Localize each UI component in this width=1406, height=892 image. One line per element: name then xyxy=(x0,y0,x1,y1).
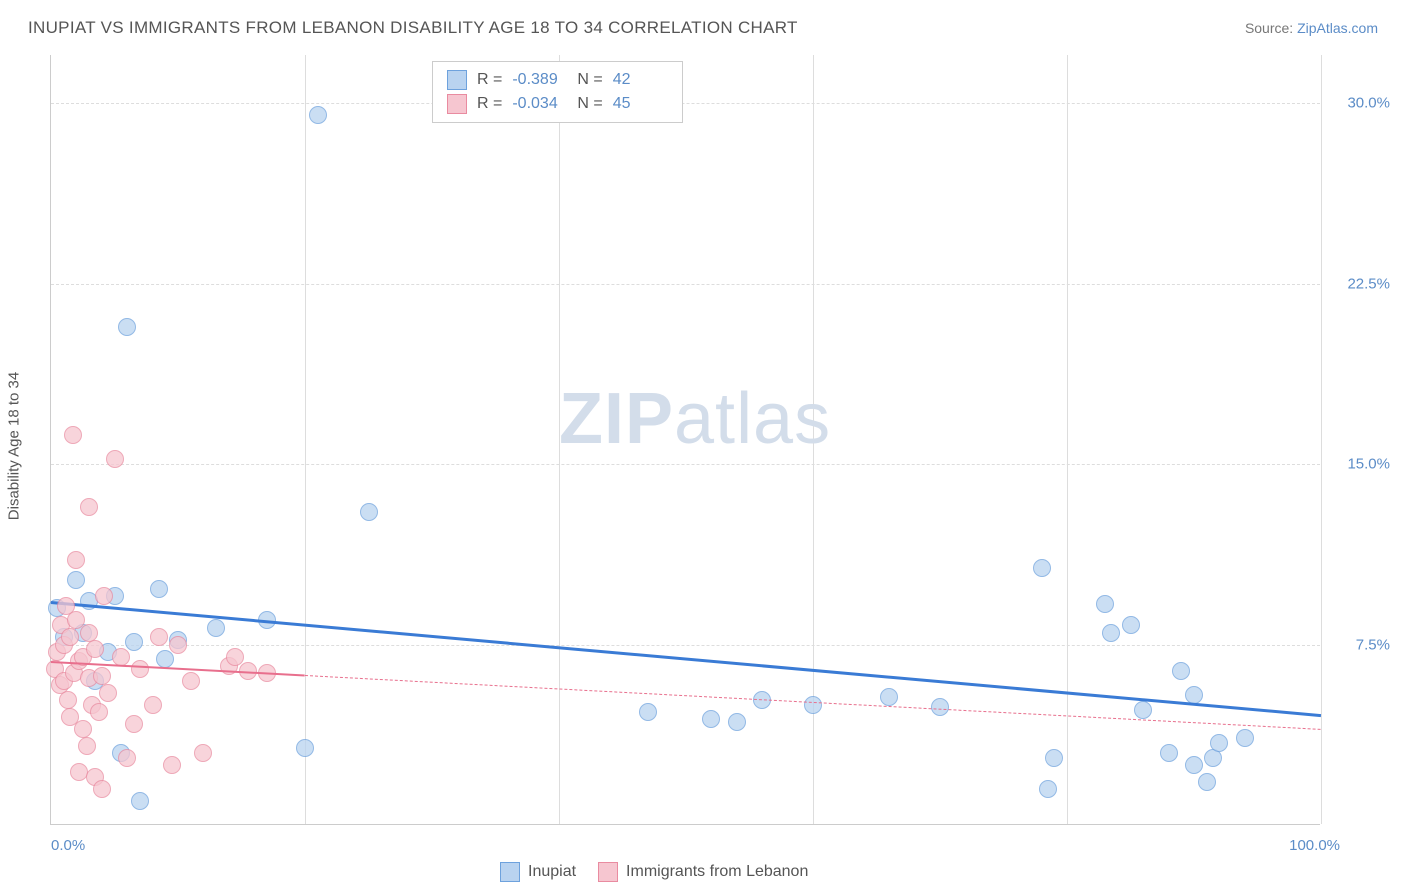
data-point xyxy=(78,737,96,755)
data-point xyxy=(1102,624,1120,642)
data-point xyxy=(182,672,200,690)
data-point xyxy=(1198,773,1216,791)
series-swatch xyxy=(447,70,467,90)
data-point xyxy=(1122,616,1140,634)
data-point xyxy=(64,426,82,444)
data-point xyxy=(67,551,85,569)
data-point xyxy=(309,106,327,124)
n-label: N = xyxy=(577,68,602,92)
data-point xyxy=(194,744,212,762)
data-point xyxy=(1160,744,1178,762)
data-point xyxy=(1096,595,1114,613)
data-point xyxy=(59,691,77,709)
data-point xyxy=(639,703,657,721)
x-tick-min: 0.0% xyxy=(51,837,85,854)
data-point xyxy=(131,660,149,678)
data-point xyxy=(118,749,136,767)
gridline-vertical xyxy=(1067,55,1068,824)
data-point xyxy=(1185,756,1203,774)
n-value: 45 xyxy=(613,92,668,116)
data-point xyxy=(804,696,822,714)
gridline-horizontal xyxy=(51,464,1320,465)
r-label: R = xyxy=(477,92,502,116)
gridline-horizontal xyxy=(51,284,1320,285)
data-point xyxy=(1045,749,1063,767)
y-tick-label: 22.5% xyxy=(1330,275,1390,292)
gridline-horizontal xyxy=(51,645,1320,646)
data-point xyxy=(728,713,746,731)
data-point xyxy=(125,715,143,733)
scatter-plot-area: 7.5%15.0%22.5%30.0%0.0%100.0%ZIPatlasR =… xyxy=(50,55,1320,825)
data-point xyxy=(144,696,162,714)
y-axis-label: Disability Age 18 to 34 xyxy=(6,372,23,520)
correlation-stats-box: R = -0.389 N = 42 R = -0.034 N = 45 xyxy=(432,61,683,123)
chart-title: INUPIAT VS IMMIGRANTS FROM LEBANON DISAB… xyxy=(28,18,798,38)
legend-label: Immigrants from Lebanon xyxy=(626,863,808,881)
data-point xyxy=(93,780,111,798)
legend-swatch xyxy=(500,862,520,882)
legend-item: Immigrants from Lebanon xyxy=(598,862,808,882)
data-point xyxy=(226,648,244,666)
data-point xyxy=(1236,729,1254,747)
data-point xyxy=(99,684,117,702)
n-value: 42 xyxy=(613,68,668,92)
data-point xyxy=(80,624,98,642)
n-label: N = xyxy=(577,92,602,116)
data-point xyxy=(360,503,378,521)
legend-swatch xyxy=(598,862,618,882)
data-point xyxy=(61,628,79,646)
y-tick-label: 7.5% xyxy=(1330,636,1390,653)
data-point xyxy=(95,587,113,605)
data-point xyxy=(118,318,136,336)
data-point xyxy=(112,648,130,666)
y-tick-label: 30.0% xyxy=(1330,95,1390,112)
data-point xyxy=(106,450,124,468)
data-point xyxy=(74,720,92,738)
data-point xyxy=(1039,780,1057,798)
watermark: ZIPatlas xyxy=(559,378,831,460)
data-point xyxy=(80,498,98,516)
data-point xyxy=(131,792,149,810)
r-value: -0.389 xyxy=(512,68,567,92)
gridline-vertical xyxy=(559,55,560,824)
data-point xyxy=(702,710,720,728)
x-tick-max: 100.0% xyxy=(1289,837,1340,854)
data-point xyxy=(67,571,85,589)
data-point xyxy=(150,580,168,598)
series-legend: Inupiat Immigrants from Lebanon xyxy=(500,862,808,882)
gridline-horizontal xyxy=(51,103,1320,104)
chart-header: INUPIAT VS IMMIGRANTS FROM LEBANON DISAB… xyxy=(28,18,1378,38)
gridline-vertical xyxy=(305,55,306,824)
data-point xyxy=(1033,559,1051,577)
stats-row: R = -0.389 N = 42 xyxy=(447,68,668,92)
data-point xyxy=(207,619,225,637)
data-point xyxy=(93,667,111,685)
data-point xyxy=(150,628,168,646)
data-point xyxy=(1210,734,1228,752)
r-label: R = xyxy=(477,68,502,92)
source-link[interactable]: ZipAtlas.com xyxy=(1297,20,1378,36)
data-point xyxy=(90,703,108,721)
series-swatch xyxy=(447,94,467,114)
y-tick-label: 15.0% xyxy=(1330,456,1390,473)
data-point xyxy=(125,633,143,651)
gridline-vertical xyxy=(1321,55,1322,824)
data-point xyxy=(163,756,181,774)
data-point xyxy=(70,763,88,781)
legend-label: Inupiat xyxy=(528,863,576,881)
data-point xyxy=(86,640,104,658)
data-point xyxy=(296,739,314,757)
data-point xyxy=(169,636,187,654)
data-point xyxy=(156,650,174,668)
data-point xyxy=(1172,662,1190,680)
data-point xyxy=(1134,701,1152,719)
data-point xyxy=(880,688,898,706)
source-attribution: Source: ZipAtlas.com xyxy=(1245,20,1378,36)
source-prefix-label: Source: xyxy=(1245,20,1297,36)
data-point xyxy=(931,698,949,716)
r-value: -0.034 xyxy=(512,92,567,116)
stats-row: R = -0.034 N = 45 xyxy=(447,92,668,116)
legend-item: Inupiat xyxy=(500,862,576,882)
